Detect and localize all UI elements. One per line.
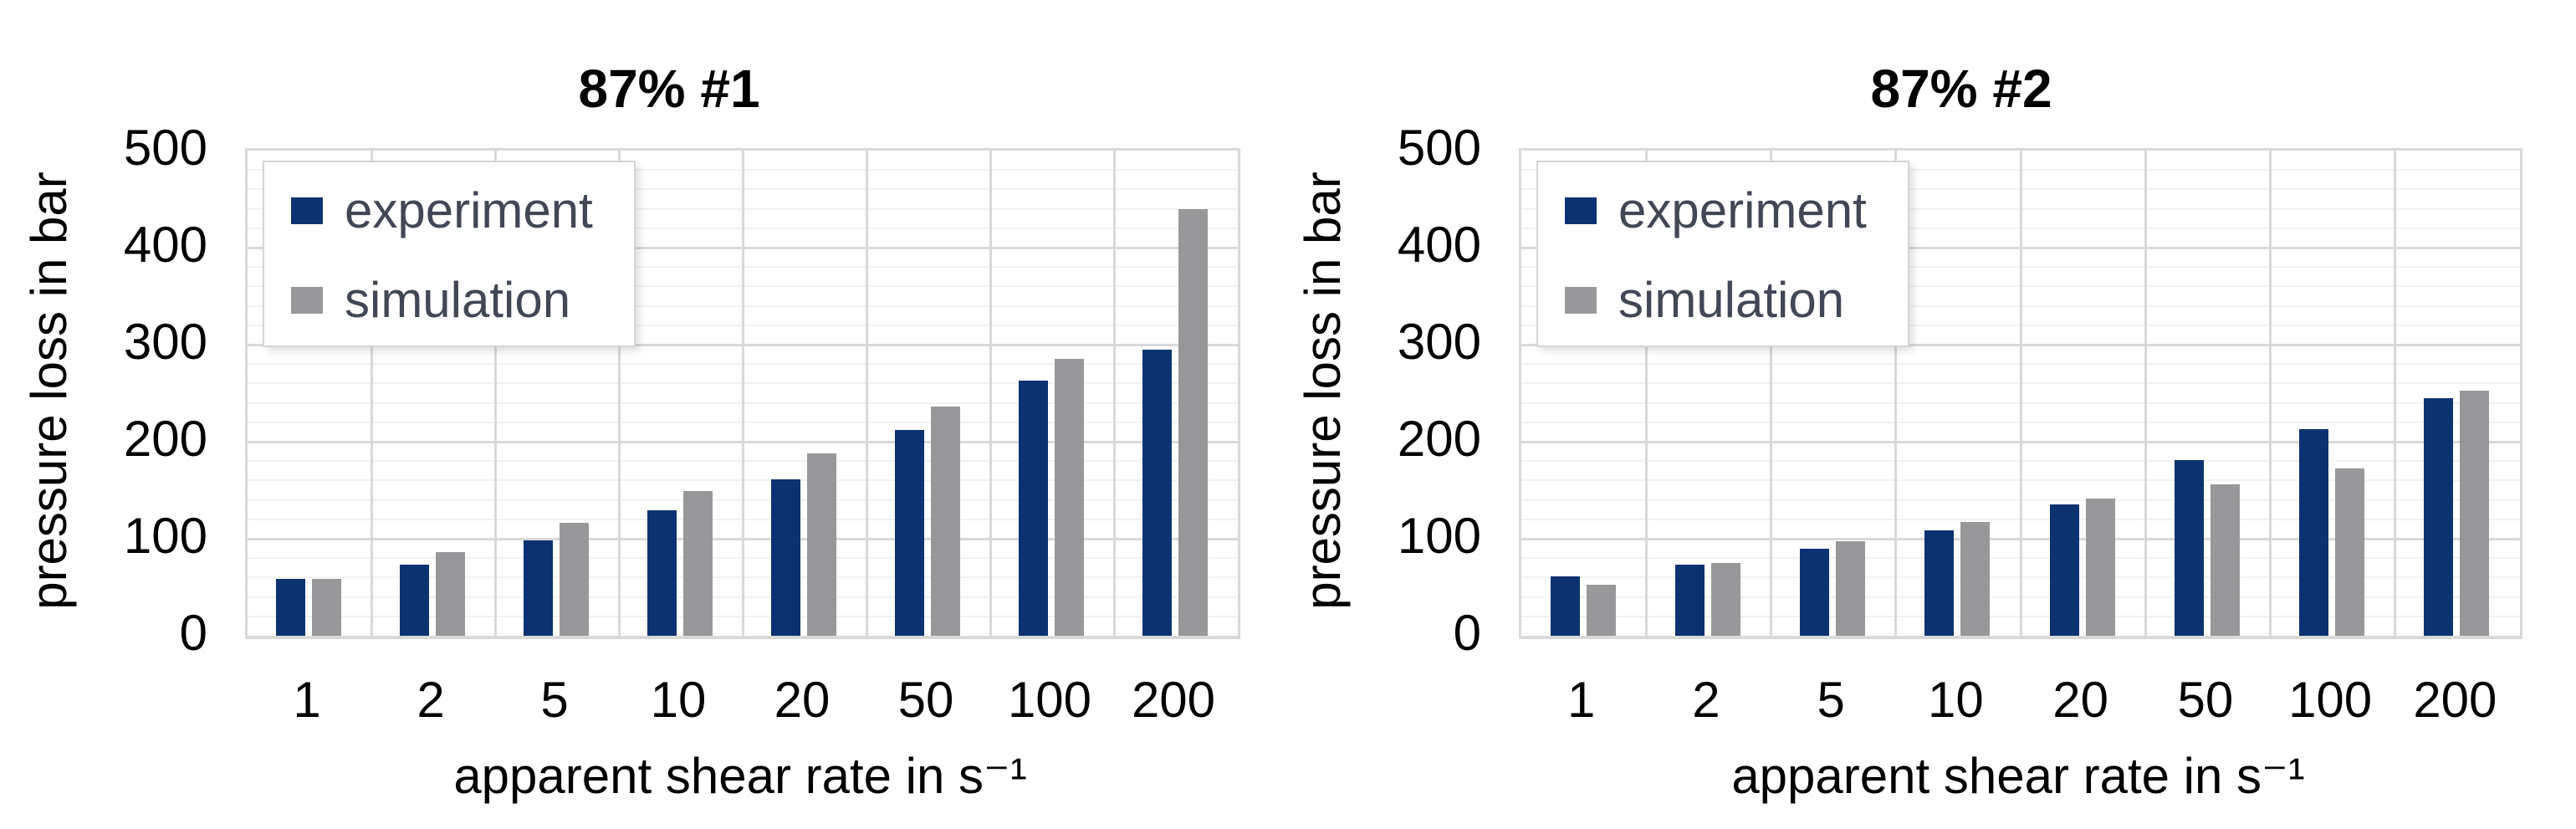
x-tick-label: 1 <box>1567 672 1596 728</box>
plot-area <box>1519 148 2522 639</box>
bar-experiment <box>895 430 924 636</box>
experiment-swatch-icon <box>1565 197 1597 224</box>
v-gridline <box>617 151 621 636</box>
bar-experiment <box>1142 349 1172 636</box>
v-gridline <box>1644 151 1648 636</box>
bar-simulation <box>1710 563 1740 636</box>
bar-simulation <box>312 578 341 636</box>
x-tick-label: 50 <box>897 672 954 728</box>
v-gridline <box>1894 151 1898 636</box>
y-tick-label: 300 <box>123 314 207 370</box>
v-gridline <box>2269 151 2272 636</box>
y-tick-label: 500 <box>123 120 207 176</box>
y-tick-label: 0 <box>1453 605 1481 661</box>
bar-simulation <box>560 523 589 636</box>
v-gridline <box>2019 151 2022 636</box>
bar-simulation <box>2335 468 2365 636</box>
v-gridline <box>865 151 868 636</box>
x-tick-label: 10 <box>650 672 707 728</box>
x-tick-label: 100 <box>2288 672 2373 728</box>
bar-experiment <box>1019 380 1048 636</box>
legend-label: experiment <box>345 182 593 238</box>
x-tick-label: 10 <box>1928 672 1984 728</box>
v-gridline <box>370 151 373 636</box>
legend-label: experiment <box>1618 182 1867 238</box>
bar-simulation <box>931 407 960 636</box>
legend-item-experiment: experiment <box>291 184 593 238</box>
bar-simulation <box>436 552 465 636</box>
bar-simulation <box>2460 390 2490 636</box>
x-tick-label: 20 <box>2052 672 2108 728</box>
experiment-swatch-icon <box>291 197 323 224</box>
v-gridline <box>1770 151 1772 636</box>
bar-simulation <box>1586 584 1616 636</box>
y-tick-label: 200 <box>1397 411 1481 467</box>
bar-experiment <box>2174 460 2204 636</box>
y-tick-label: 100 <box>123 508 207 564</box>
bar-experiment <box>1674 565 1705 636</box>
bar-experiment <box>2299 428 2329 636</box>
v-gridline <box>989 151 992 636</box>
chart-title: 87% #2 <box>1870 59 2052 120</box>
bar-experiment <box>2424 397 2454 636</box>
legend-item-experiment: experiment <box>1565 184 1867 238</box>
x-axis-title: apparent shear rate in s⁻¹ <box>453 748 1027 804</box>
chart-title: 87% #1 <box>578 59 760 120</box>
y-tick-label: 500 <box>1397 120 1481 176</box>
x-tick-label: 2 <box>1692 672 1720 728</box>
x-tick-label: 5 <box>1817 672 1845 728</box>
x-tick-label: 200 <box>2413 672 2497 728</box>
legend: experiment simulation <box>263 161 636 347</box>
simulation-swatch-icon <box>291 287 323 314</box>
x-tick-label: 50 <box>2177 672 2234 728</box>
simulation-swatch-icon <box>1565 287 1597 314</box>
bar-experiment <box>276 578 305 636</box>
legend: experiment simulation <box>1536 161 1909 347</box>
y-tick-label: 300 <box>1397 314 1481 370</box>
legend-label: simulation <box>345 272 571 328</box>
v-gridline <box>741 151 744 636</box>
y-tick-label: 400 <box>123 217 207 273</box>
bar-simulation <box>1960 522 1991 636</box>
x-tick-label: 1 <box>293 672 321 728</box>
bar-experiment <box>1550 576 1580 636</box>
bar-simulation <box>2210 484 2240 636</box>
v-gridline <box>2144 151 2147 636</box>
v-gridline <box>493 151 497 636</box>
bar-experiment <box>1924 530 1955 636</box>
v-gridline <box>1112 151 1116 636</box>
y-tick-label: 100 <box>1397 508 1481 564</box>
x-tick-label: 200 <box>1131 672 1216 728</box>
y-tick-label: 200 <box>123 411 207 467</box>
legend-item-simulation: simulation <box>1565 274 1844 327</box>
bar-experiment <box>647 510 677 636</box>
bar-experiment <box>2049 504 2079 636</box>
bar-simulation <box>683 491 713 636</box>
x-tick-label: 2 <box>417 672 445 728</box>
bar-experiment <box>524 540 553 636</box>
bar-simulation <box>1055 359 1084 636</box>
bar-simulation <box>2085 499 2115 636</box>
bar-simulation <box>807 453 836 636</box>
bar-simulation <box>1836 541 1866 636</box>
x-axis-title: apparent shear rate in s⁻¹ <box>1731 748 2305 804</box>
bar-experiment <box>771 479 800 636</box>
x-tick-label: 100 <box>1007 672 1092 728</box>
legend-label: simulation <box>1618 272 1845 328</box>
bar-experiment <box>1800 548 1830 636</box>
y-tick-label: 400 <box>1397 217 1481 273</box>
x-tick-label: 20 <box>774 672 831 728</box>
bar-simulation <box>1178 208 1208 636</box>
x-tick-label: 5 <box>540 672 569 728</box>
bar-experiment <box>400 565 429 636</box>
v-gridline <box>2394 151 2397 636</box>
y-tick-label: 0 <box>179 605 207 661</box>
legend-item-simulation: simulation <box>291 274 570 327</box>
